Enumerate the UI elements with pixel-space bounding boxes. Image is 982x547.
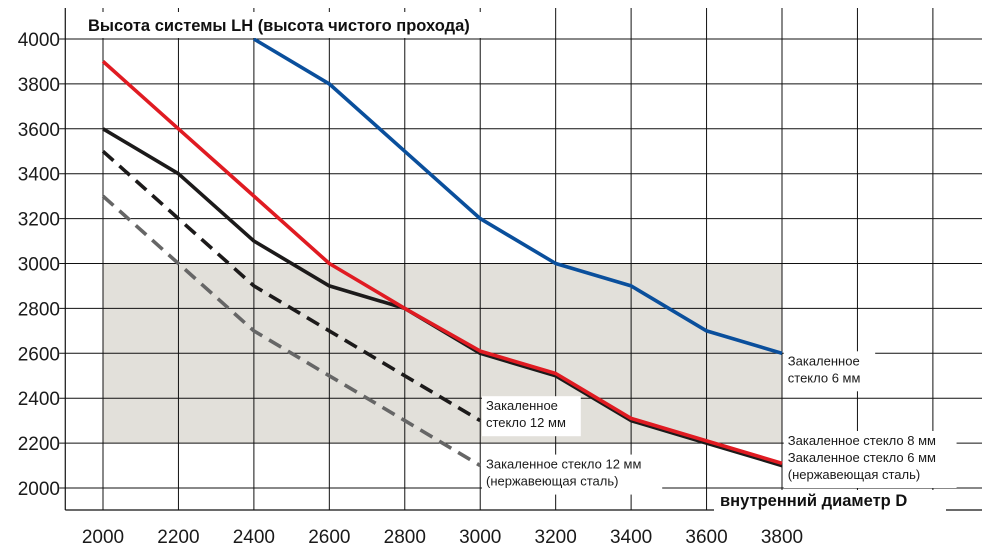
x-axis-title-background <box>714 490 946 512</box>
y-tick-label-2800: 2800 <box>18 299 60 320</box>
annotation-line: Закаленное стекло 12 мм <box>486 457 641 472</box>
y-tick-label-4000: 4000 <box>18 30 60 51</box>
x-axis-title: внутренний диаметр D <box>720 492 907 510</box>
annotation-line: стекло 6 мм <box>788 370 861 385</box>
annotation-line: Закаленное <box>788 353 860 368</box>
x-tick-label-2000: 2000 <box>82 527 124 547</box>
annotation-2: Закаленное стекло 12 мм <box>481 396 581 437</box>
y-tick-label-2000: 2000 <box>18 479 60 500</box>
x-tick-label-3400: 3400 <box>610 527 652 547</box>
x-tick-label-2400: 2400 <box>233 527 275 547</box>
annotation-line: стекло 12 мм <box>486 415 566 430</box>
annotation-line: Закаленное стекло 6 мм <box>788 450 936 465</box>
axis-title-layer: Высота системы LH (высота чистого проход… <box>84 12 946 512</box>
x-tick-label-3800: 3800 <box>761 527 803 547</box>
series-line-blue <box>252 37 783 356</box>
annotation-1: Закаленное стекло 8 мм Закаленное стекло … <box>783 430 957 488</box>
annotation-background <box>481 454 663 495</box>
annotation-3: Закаленное стекло 12 мм (нержавеющая стал… <box>481 454 663 495</box>
x-tick-label-3200: 3200 <box>535 527 577 547</box>
series-layer <box>101 37 783 468</box>
y-axis-title: Высота системы LH (высота чистого проход… <box>88 17 470 35</box>
annotation-background <box>481 396 581 437</box>
y-tick-label-3200: 3200 <box>18 210 60 231</box>
annotation-line: (нержавеющая сталь) <box>788 467 920 482</box>
annotation-line: Закаленное стекло 8 мм <box>788 433 936 448</box>
y-axis-title-background <box>84 12 508 38</box>
y-tick-label-3800: 3800 <box>18 75 60 96</box>
x-tick-label-2600: 2600 <box>308 527 350 547</box>
x-tick-label-2200: 2200 <box>157 527 199 547</box>
annotation-layer: Закаленное стекло 6 мм Закаленное стекло 8… <box>481 351 957 495</box>
x-tick-label-3000: 3000 <box>459 527 501 547</box>
series-line-black-dashed <box>101 149 482 423</box>
series-line-gray-dashed <box>101 194 482 468</box>
y-tick-label-2200: 2200 <box>18 434 60 455</box>
x-tick-label-3600: 3600 <box>685 527 727 547</box>
annotation-line: (нержавеющая сталь) <box>486 474 618 489</box>
annotation-line: Закаленное <box>486 398 558 413</box>
y-tick-label-3400: 3400 <box>18 165 60 186</box>
y-tick-label-2600: 2600 <box>18 344 60 365</box>
y-tick-label-3000: 3000 <box>18 255 60 276</box>
annotation-0: Закаленное стекло 6 мм <box>783 351 876 392</box>
x-tick-label-2800: 2800 <box>384 527 426 547</box>
y-tick-label-2400: 2400 <box>18 389 60 410</box>
series-line-red <box>101 60 783 466</box>
annotation-background <box>783 430 957 488</box>
y-tick-label-3600: 3600 <box>18 120 60 141</box>
tick-label-layer: 2000 2200 2400 2600 2800 3000 3200 3400 3600 3800… <box>18 30 803 547</box>
annotation-background <box>783 351 876 392</box>
